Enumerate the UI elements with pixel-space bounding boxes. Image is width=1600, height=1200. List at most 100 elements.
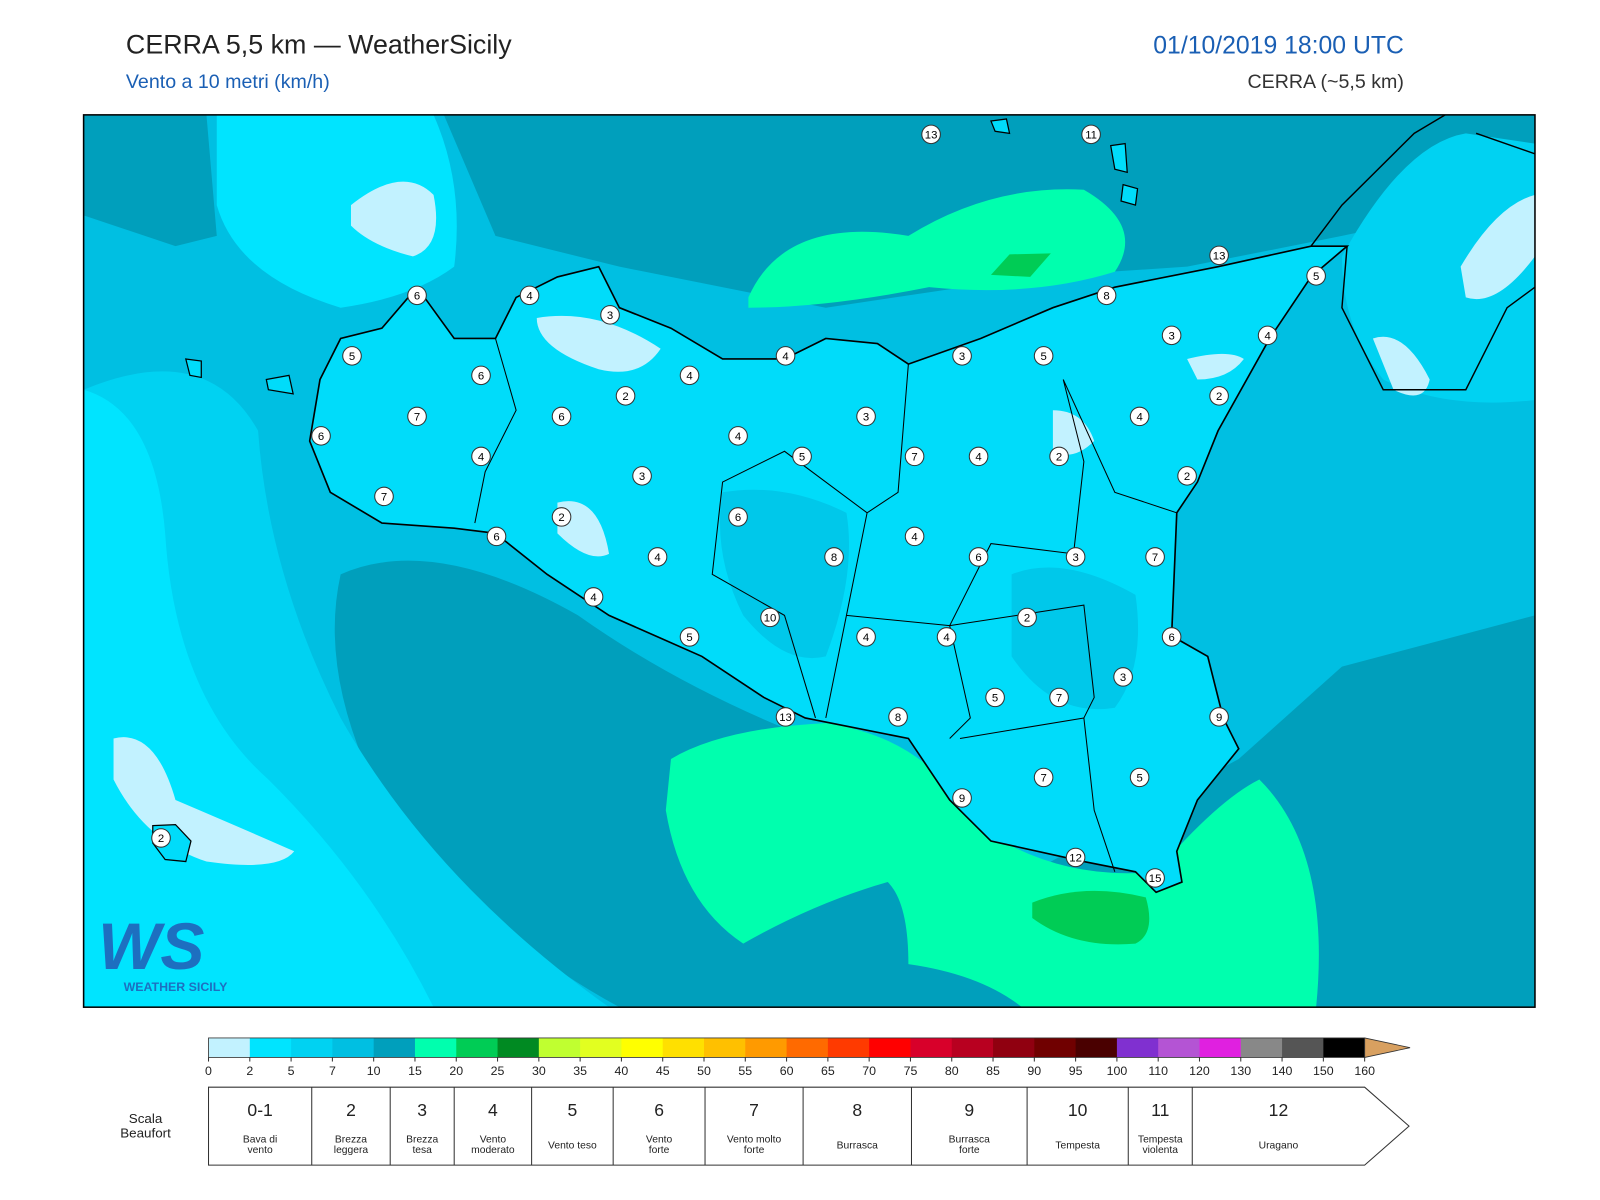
beaufort-force: 6 (654, 1100, 664, 1120)
field-band (665, 723, 1319, 1008)
station-value: 3 (1168, 331, 1174, 343)
station-marker (1209, 386, 1229, 406)
field-band (1341, 133, 1535, 403)
station-value: 7 (381, 492, 387, 504)
colorbar-tick-label: 100 (1107, 1064, 1128, 1078)
station: 5 (792, 446, 812, 467)
beaufort-force: 10 (1068, 1100, 1088, 1120)
station-marker (407, 406, 427, 427)
station-value: 6 (414, 291, 420, 303)
colorbar-swatch (621, 1037, 664, 1058)
station-marker (407, 285, 427, 306)
colorbar-tick-label: 10 (367, 1064, 381, 1078)
station-value: 6 (478, 371, 484, 383)
station-marker (1209, 245, 1229, 266)
colorbar-tick-label: 60 (780, 1064, 794, 1078)
colorbar-swatch (1116, 1037, 1159, 1058)
station-value: 11 (1085, 129, 1097, 141)
station-value: 10 (764, 613, 777, 625)
station-marker (985, 687, 1005, 708)
colorbar-tick-label: 5 (288, 1064, 295, 1078)
colorbar-tick-label: 2 (246, 1064, 253, 1078)
station: 5 (1033, 346, 1054, 366)
beaufort-label: vento (248, 1145, 273, 1156)
station: 5 (1306, 266, 1326, 286)
colorbar-tick-label: 70 (862, 1064, 876, 1078)
logo: WS WEATHER SICILY (98, 909, 228, 993)
station-marker (760, 607, 780, 628)
beaufort-force: 2 (346, 1100, 356, 1120)
beaufort-force: 5 (568, 1100, 578, 1120)
station-marker (888, 707, 908, 727)
station-marker (1177, 466, 1197, 486)
colorbar-tick-label: 130 (1230, 1064, 1251, 1078)
station-value: 4 (782, 351, 788, 363)
station-value: 3 (607, 310, 613, 322)
station-marker (728, 426, 748, 446)
station-marker (342, 346, 362, 366)
title: CERRA 5,5 km — WeatherSicily (126, 29, 512, 59)
station-marker (1065, 547, 1086, 567)
station-value: 8 (895, 712, 901, 724)
station-value: 15 (1149, 873, 1162, 885)
beaufort-label: Brezza (335, 1135, 367, 1146)
map-frame (82, 114, 1536, 1008)
field-band (83, 114, 217, 247)
station: 2 (551, 507, 572, 527)
station: 4 (519, 285, 540, 306)
station-marker (632, 466, 652, 486)
station-value: 7 (414, 412, 420, 424)
field-band (720, 489, 1139, 710)
station: 6 (311, 426, 331, 446)
colorbar-swatch (373, 1037, 416, 1058)
station: 4 (728, 426, 748, 446)
station: 6 (551, 406, 572, 427)
station-marker (1306, 266, 1326, 286)
station: 13 (921, 124, 941, 145)
beaufort-force: 11 (1151, 1100, 1169, 1120)
station-value: 4 (654, 552, 660, 564)
station-value: 6 (318, 431, 324, 443)
field-band (1372, 194, 1535, 396)
station-value: 3 (959, 351, 965, 363)
colorbar-tick-label: 15 (408, 1064, 422, 1078)
station: 8 (888, 707, 908, 727)
beaufort-force: 12 (1269, 1100, 1289, 1120)
station-marker (792, 446, 812, 467)
station-marker (600, 305, 620, 325)
station-value: 4 (975, 452, 981, 464)
station: 7 (1033, 767, 1054, 788)
beaufort-label: Uragano (1259, 1141, 1299, 1152)
station-value: 4 (526, 291, 532, 303)
beaufort-label: forte (959, 1145, 980, 1156)
station: 5 (1129, 767, 1150, 788)
colorbar-swatch (456, 1037, 499, 1058)
station-value: 7 (911, 452, 917, 464)
beaufort-label: violenta (1143, 1145, 1179, 1156)
station-value: 4 (590, 592, 596, 604)
logo-mark: WS (98, 909, 204, 983)
colorbar-tick-label: 95 (1069, 1064, 1083, 1078)
station: 4 (1129, 406, 1150, 427)
beaufort-label: Vento (646, 1135, 673, 1146)
station-value: 3 (1120, 672, 1126, 684)
station: 4 (904, 526, 925, 547)
datetime: 01/10/2019 18:00 UTC (1153, 32, 1404, 59)
station-marker (1145, 547, 1165, 567)
colorbar-swatch (869, 1037, 911, 1058)
station: 3 (1161, 325, 1182, 346)
station-value: 4 (478, 452, 484, 464)
colorbar-swatch (1158, 1037, 1200, 1058)
field-band (990, 253, 1051, 277)
station: 7 (407, 406, 427, 427)
field-band (748, 189, 1126, 308)
map: 13 11 13 5 6 4 3 8 5 4 3 5 3 4 6 4 2 2 7 6 3 4 6 4 4 5 7 4 2 3 2 7 2 6 6 4 4… (83, 114, 1535, 1008)
colorbar-tick-label: 20 (449, 1064, 463, 1078)
station: 9 (1209, 707, 1229, 727)
station-marker (904, 446, 925, 467)
colorbar-swatch (580, 1037, 622, 1058)
station-marker (679, 365, 700, 386)
colorbar-tick-label: 140 (1272, 1064, 1293, 1078)
station: 13 (1209, 245, 1229, 266)
